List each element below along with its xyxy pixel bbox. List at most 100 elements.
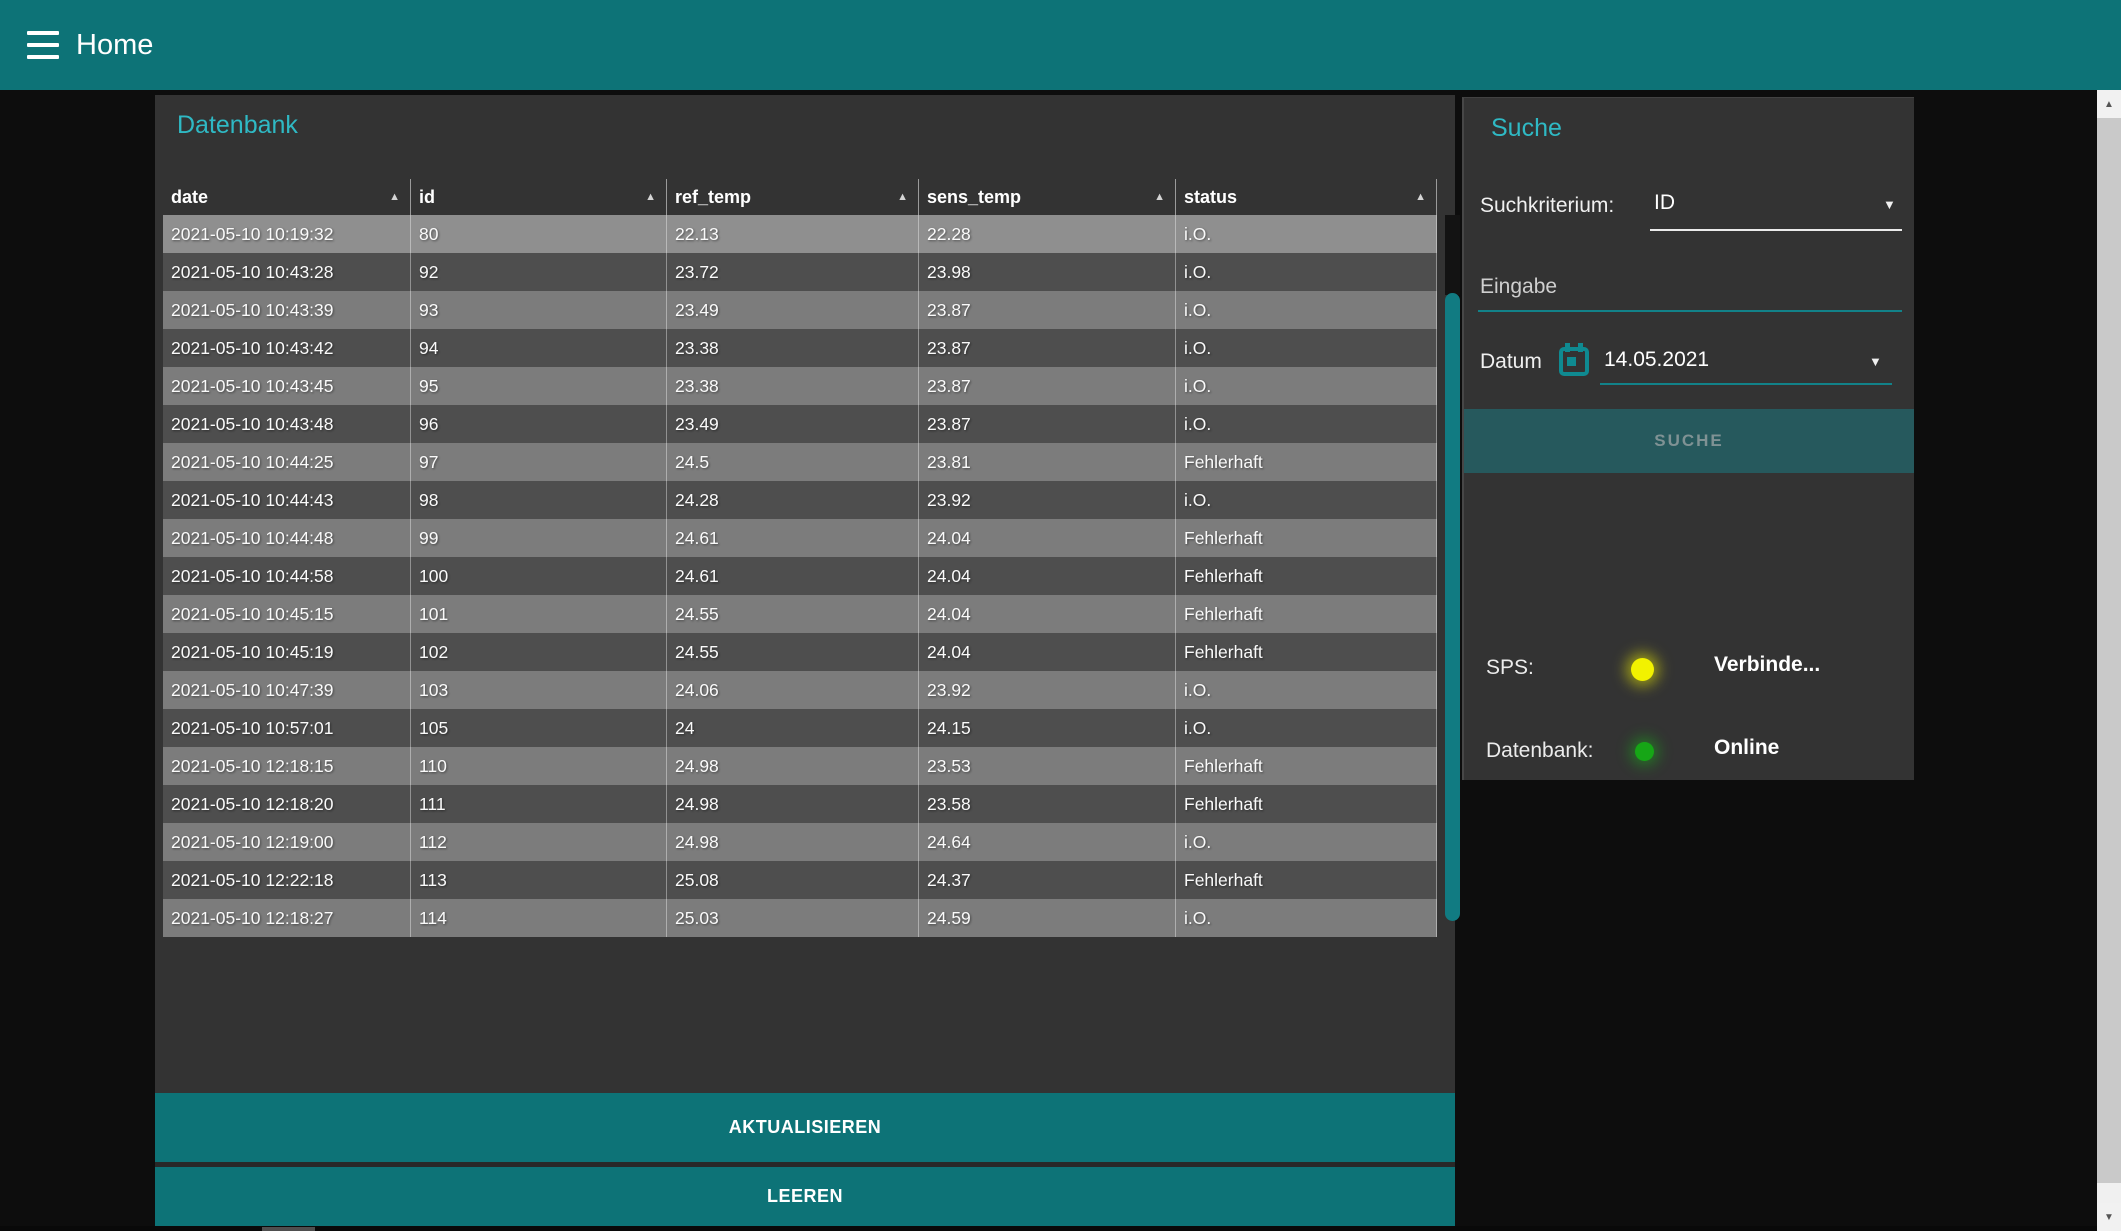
table-row[interactable]: 2021-05-10 10:43:48 96 23.49 23.87 i.O.	[163, 405, 1437, 443]
datum-dropdown-arrow-icon[interactable]: ▼	[1869, 354, 1882, 369]
table-cell-sens_temp: 24.64	[919, 823, 1176, 861]
table-scrollbar-thumb[interactable]	[1445, 293, 1460, 921]
eingabe-input[interactable]: Eingabe	[1480, 275, 1558, 298]
table-cell-date: 2021-05-10 12:22:18	[163, 861, 411, 899]
table-row[interactable]: 2021-05-10 10:44:48 99 24.61 24.04 Fehlerhaf…	[163, 519, 1437, 557]
table-cell-date: 2021-05-10 10:44:43	[163, 481, 411, 519]
table-cell-ref_temp: 24	[667, 709, 919, 747]
table-cell-ref_temp: 23.49	[667, 291, 919, 329]
table-row[interactable]: 2021-05-10 12:22:18 113 25.08 24.37 Fehlerha…	[163, 861, 1437, 899]
table-cell-status: i.O.	[1176, 823, 1437, 861]
table-cell-status: i.O.	[1176, 329, 1437, 367]
table-cell-sens_temp: 23.92	[919, 481, 1176, 519]
table-row[interactable]: 2021-05-10 10:45:15 101 24.55 24.04 Fehlerha…	[163, 595, 1437, 633]
column-header-sens_temp[interactable]: sens_temp ▲	[919, 179, 1176, 215]
sort-asc-icon: ▲	[645, 191, 656, 203]
table-cell-sens_temp: 23.58	[919, 785, 1176, 823]
table-cell-status: i.O.	[1176, 481, 1437, 519]
table-cell-ref_temp: 24.28	[667, 481, 919, 519]
table-cell-date: 2021-05-10 10:57:01	[163, 709, 411, 747]
calendar-icon[interactable]	[1558, 343, 1590, 382]
table-cell-status: Fehlerhaft	[1176, 595, 1437, 633]
page-title: Home	[76, 28, 154, 61]
table-cell-status: i.O.	[1176, 899, 1437, 937]
table-cell-ref_temp: 24.61	[667, 557, 919, 595]
table-cell-status: i.O.	[1176, 253, 1437, 291]
table-cell-date: 2021-05-10 10:45:15	[163, 595, 411, 633]
scroll-down-icon[interactable]: ▼	[2097, 1203, 2121, 1231]
datum-picker[interactable]: 14.05.2021	[1604, 348, 1710, 371]
table-cell-status: Fehlerhaft	[1176, 861, 1437, 899]
column-header-id[interactable]: id ▲	[411, 179, 667, 215]
table-row[interactable]: 2021-05-10 10:44:58 100 24.61 24.04 Fehlerha…	[163, 557, 1437, 595]
table-cell-id: 97	[411, 443, 667, 481]
column-header-label: status	[1184, 186, 1238, 207]
table-row[interactable]: 2021-05-10 10:57:01 105 24 24.15 i.O.	[163, 709, 1437, 747]
leeren-button[interactable]: LEEREN	[155, 1167, 1455, 1226]
table-cell-status: i.O.	[1176, 671, 1437, 709]
hamburger-menu-icon[interactable]	[27, 27, 59, 63]
datenbank-status-label: Datenbank:	[1486, 739, 1594, 762]
table-cell-date: 2021-05-10 10:43:45	[163, 367, 411, 405]
table-row[interactable]: 2021-05-10 12:19:00 112 24.98 24.64 i.O.	[163, 823, 1437, 861]
table-cell-status: Fehlerhaft	[1176, 557, 1437, 595]
table-row[interactable]: 2021-05-10 10:43:39 93 23.49 23.87 i.O.	[163, 291, 1437, 329]
table-cell-ref_temp: 24.98	[667, 785, 919, 823]
suchkriterium-underline	[1650, 229, 1902, 231]
table-cell-date: 2021-05-10 12:19:00	[163, 823, 411, 861]
app-bar: Home	[0, 0, 2121, 90]
suchkriterium-dropdown[interactable]: ID	[1654, 191, 1675, 214]
table-cell-status: i.O.	[1176, 291, 1437, 329]
table-cell-ref_temp: 24.98	[667, 823, 919, 861]
bottom-edge	[0, 1226, 2097, 1231]
table-scrollbar-track[interactable]	[1445, 215, 1460, 295]
bottom-scrollbar-thumb[interactable]	[262, 1227, 315, 1231]
table-cell-sens_temp: 23.92	[919, 671, 1176, 709]
scroll-up-icon[interactable]: ▲	[2097, 90, 2121, 118]
table-cell-ref_temp: 24.55	[667, 633, 919, 671]
table-cell-id: 112	[411, 823, 667, 861]
table-cell-sens_temp: 24.04	[919, 633, 1176, 671]
table-cell-id: 102	[411, 633, 667, 671]
table-row[interactable]: 2021-05-10 12:18:15 110 24.98 23.53 Fehlerha…	[163, 747, 1437, 785]
column-header-ref_temp[interactable]: ref_temp ▲	[667, 179, 919, 215]
table-cell-date: 2021-05-10 10:43:42	[163, 329, 411, 367]
table-cell-ref_temp: 23.72	[667, 253, 919, 291]
column-header-date[interactable]: date ▲	[163, 179, 411, 215]
table-cell-sens_temp: 24.15	[919, 709, 1176, 747]
window-scrollbar-thumb[interactable]	[2097, 118, 2121, 1183]
table-cell-sens_temp: 23.87	[919, 405, 1176, 443]
table-cell-id: 98	[411, 481, 667, 519]
table-row[interactable]: 2021-05-10 10:44:25 97 24.5 23.81 Fehlerhaft	[163, 443, 1437, 481]
suchkriterium-dropdown-arrow-icon[interactable]: ▼	[1883, 197, 1896, 212]
table-row[interactable]: 2021-05-10 10:45:19 102 24.55 24.04 Fehlerha…	[163, 633, 1437, 671]
table-row[interactable]: 2021-05-10 10:43:45 95 23.38 23.87 i.O.	[163, 367, 1437, 405]
table-cell-sens_temp: 24.04	[919, 519, 1176, 557]
table-cell-id: 110	[411, 747, 667, 785]
table-cell-id: 93	[411, 291, 667, 329]
table-row[interactable]: 2021-05-10 10:44:43 98 24.28 23.92 i.O.	[163, 481, 1437, 519]
table-row[interactable]: 2021-05-10 12:18:20 111 24.98 23.58 Fehlerha…	[163, 785, 1437, 823]
table-cell-sens_temp: 24.04	[919, 595, 1176, 633]
table-row[interactable]: 2021-05-10 12:18:27 114 25.03 24.59 i.O.	[163, 899, 1437, 937]
table-row[interactable]: 2021-05-10 10:43:28 92 23.72 23.98 i.O.	[163, 253, 1437, 291]
table-cell-sens_temp: 23.87	[919, 367, 1176, 405]
sort-asc-icon: ▲	[389, 191, 400, 203]
table-cell-id: 92	[411, 253, 667, 291]
suche-button[interactable]: SUCHE	[1464, 409, 1914, 473]
datenbank-panel: Datenbank date ▲ id ▲ ref_temp ▲ sens_temp ▲ sta…	[155, 95, 1460, 1226]
sps-status-label: SPS:	[1486, 656, 1534, 679]
table-scrollbar[interactable]	[1445, 215, 1460, 937]
table-row[interactable]: 2021-05-10 10:47:39 103 24.06 23.92 i.O.	[163, 671, 1437, 709]
window-scrollbar[interactable]: ▲ ▼	[2097, 90, 2121, 1231]
table-row[interactable]: 2021-05-10 10:43:42 94 23.38 23.87 i.O.	[163, 329, 1437, 367]
suchkriterium-label: Suchkriterium:	[1480, 194, 1615, 217]
table-cell-sens_temp: 23.53	[919, 747, 1176, 785]
column-header-status[interactable]: status ▲	[1176, 179, 1437, 215]
datum-underline	[1600, 383, 1892, 385]
aktualisieren-button[interactable]: AKTUALISIEREN	[155, 1093, 1455, 1162]
column-header-label: ref_temp	[675, 186, 752, 207]
suche-panel: Suche Suchkriterium: ID ▼ Eingabe Datum …	[1462, 97, 1914, 780]
table-row[interactable]: 2021-05-10 10:19:32 80 22.13 22.28 i.O.	[163, 215, 1437, 253]
datenbank-panel-title: Datenbank	[177, 111, 298, 139]
